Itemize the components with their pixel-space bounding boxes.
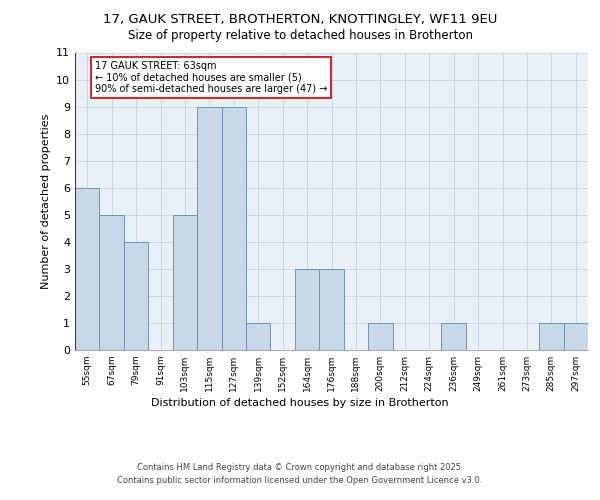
- Bar: [368, 323, 392, 350]
- Bar: [539, 323, 563, 350]
- Bar: [124, 242, 148, 350]
- Text: 17, GAUK STREET, BROTHERTON, KNOTTINGLEY, WF11 9EU: 17, GAUK STREET, BROTHERTON, KNOTTINGLEY…: [103, 12, 497, 26]
- Text: Contains public sector information licensed under the Open Government Licence v3: Contains public sector information licen…: [118, 476, 482, 485]
- Y-axis label: Number of detached properties: Number of detached properties: [41, 114, 50, 289]
- Text: Distribution of detached houses by size in Brotherton: Distribution of detached houses by size …: [151, 398, 449, 407]
- Text: Size of property relative to detached houses in Brotherton: Size of property relative to detached ho…: [128, 29, 473, 42]
- Bar: [173, 215, 197, 350]
- Bar: [75, 188, 100, 350]
- Bar: [563, 323, 588, 350]
- Bar: [319, 269, 344, 350]
- Bar: [100, 215, 124, 350]
- Bar: [246, 323, 271, 350]
- Text: Contains HM Land Registry data © Crown copyright and database right 2025.: Contains HM Land Registry data © Crown c…: [137, 462, 463, 471]
- Bar: [295, 269, 319, 350]
- Bar: [442, 323, 466, 350]
- Bar: [221, 106, 246, 350]
- Bar: [197, 106, 221, 350]
- Text: 17 GAUK STREET: 63sqm
← 10% of detached houses are smaller (5)
90% of semi-detac: 17 GAUK STREET: 63sqm ← 10% of detached …: [95, 60, 327, 94]
